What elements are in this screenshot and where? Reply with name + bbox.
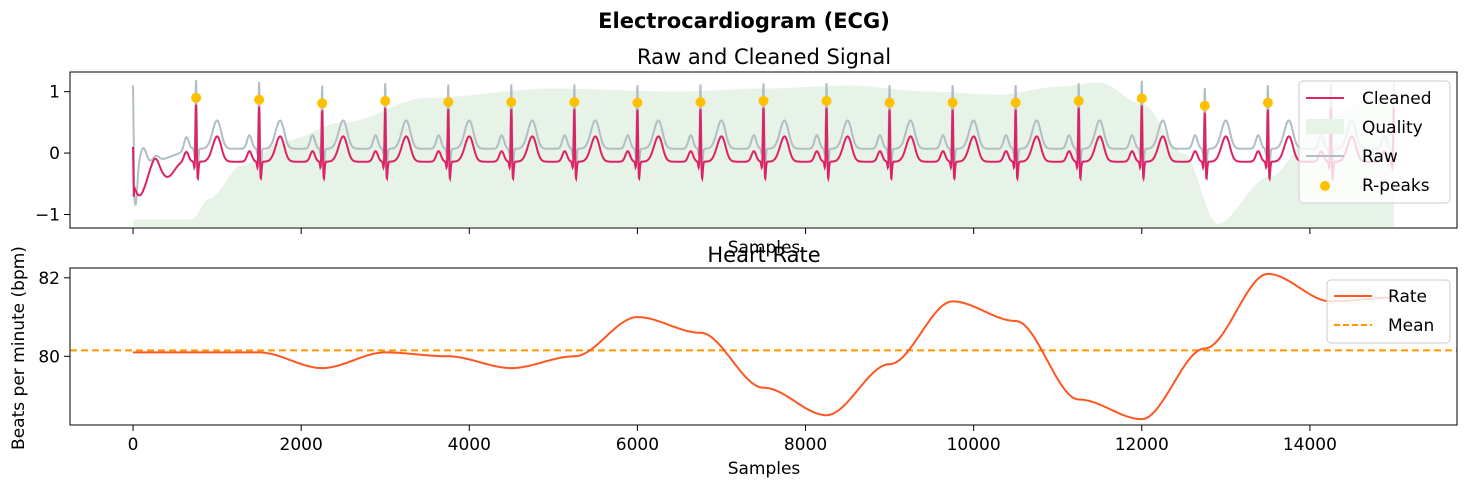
- rate-plot-area: [70, 272, 1457, 421]
- signal-plot-area: [132, 80, 1395, 227]
- signal-legend-box: [1298, 80, 1451, 204]
- r-peak-point: [380, 95, 391, 106]
- signal-legend: Cleaned Quality Raw R-peaks: [1298, 80, 1451, 204]
- r-peak-point: [443, 97, 454, 108]
- raw-signal-line: [132, 80, 1395, 206]
- rate-legend: Rate Mean: [1326, 279, 1451, 344]
- r-peak-point: [191, 92, 202, 103]
- r-peak-point: [1262, 97, 1273, 108]
- r-peak-point: [884, 97, 895, 108]
- cleaned-signal-line: [132, 104, 1395, 197]
- r-peak-point: [947, 97, 958, 108]
- legend-rpeaks-swatch: [1320, 181, 1330, 191]
- rate-x-axis: 0 2000 4000 6000 8000 10000 12000 14000: [128, 425, 1337, 455]
- rate-x-tick-label: 4000: [448, 435, 491, 455]
- r-peak-point: [1010, 97, 1021, 108]
- rate-x-tick-label: 0: [128, 435, 139, 455]
- signal-y-axis: −1 0 1: [35, 83, 70, 225]
- r-peak-point: [1199, 100, 1210, 111]
- signal-y-tick-label: 0: [49, 144, 60, 164]
- legend-mean-label: Mean: [1388, 316, 1434, 336]
- rate-x-tick-label: 14000: [1283, 435, 1337, 455]
- signal-panel-title: Raw and Cleaned Signal: [637, 45, 891, 69]
- rate-x-tick-label: 6000: [616, 435, 659, 455]
- signal-y-tick-label: 1: [49, 83, 60, 103]
- r-peak-point: [1073, 95, 1084, 106]
- rate-x-tick-label: 2000: [280, 435, 323, 455]
- r-peak-point: [632, 97, 643, 108]
- r-peak-point: [254, 94, 265, 105]
- signal-axes-frame: [69, 71, 1458, 229]
- rate-x-tick-label: 8000: [784, 435, 827, 455]
- rate-x-tick-label: 12000: [1115, 435, 1169, 455]
- rate-y-axis: 80 82: [38, 269, 70, 367]
- r-peak-point: [506, 97, 517, 108]
- legend-rpeaks-label: R-peaks: [1362, 176, 1430, 196]
- figure-suptitle: Electrocardiogram (ECG): [598, 9, 890, 33]
- r-peak-point: [317, 98, 328, 109]
- signal-y-tick-label: −1: [35, 205, 60, 225]
- r-peak-point: [1136, 93, 1147, 104]
- rate-x-tick-label: 10000: [947, 435, 1001, 455]
- rate-y-tick-label: 82: [38, 269, 60, 289]
- rate-panel-title: Heart Rate: [707, 243, 820, 267]
- legend-rate-label: Rate: [1388, 287, 1427, 307]
- legend-quality-label: Quality: [1362, 118, 1423, 138]
- heart-rate-line: [133, 272, 1394, 421]
- r-peak-point: [569, 97, 580, 108]
- rate-panel: Heart Rate 80 82 0 2000 4000 6000 8000 10000 12…: [9, 243, 1458, 479]
- rate-axes-frame: [69, 267, 1458, 426]
- rate-x-label: Samples: [728, 459, 801, 479]
- signal-x-axis: [132, 228, 1311, 234]
- legend-cleaned-label: Cleaned: [1362, 89, 1432, 109]
- legend-raw-label: Raw: [1362, 147, 1398, 167]
- r-peak-point: [695, 97, 706, 108]
- signal-x-label: Samples: [728, 238, 801, 258]
- legend-quality-swatch: [1306, 119, 1344, 134]
- signal-panel: Raw and Cleaned Signal −1 0 1 Samples Clea…: [35, 45, 1458, 258]
- r-peak-point: [821, 95, 832, 106]
- rate-y-tick-label: 80: [38, 347, 60, 367]
- rate-y-label: Beats per minute (bpm): [9, 246, 29, 450]
- r-peak-point: [758, 95, 769, 106]
